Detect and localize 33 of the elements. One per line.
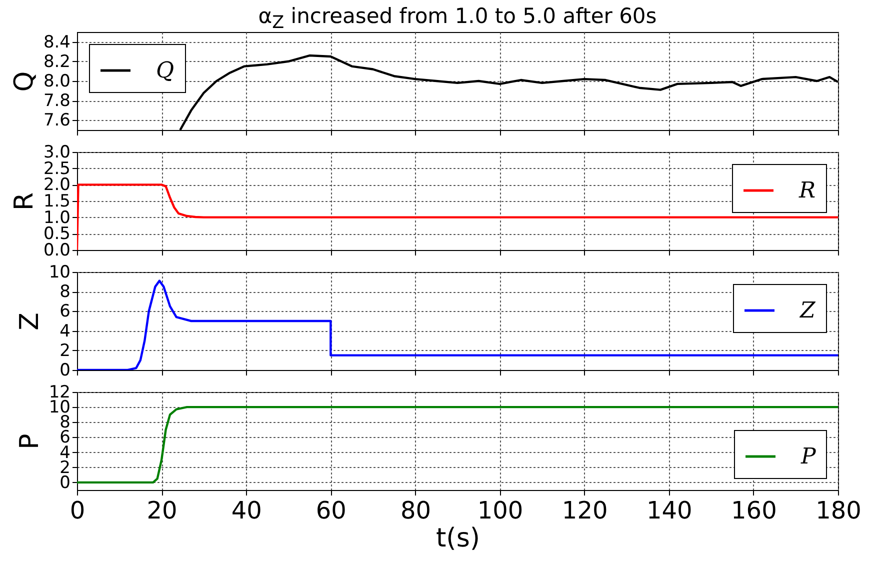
legend-label: Z bbox=[799, 298, 816, 324]
y-tick-label: 0.0 bbox=[43, 240, 70, 260]
y-axis-title: Z bbox=[14, 312, 45, 330]
legend-label: R bbox=[798, 178, 816, 204]
x-tick-label: 100 bbox=[477, 496, 524, 524]
y-tick-label: 2 bbox=[60, 340, 70, 361]
y-tick-label: 4 bbox=[60, 321, 70, 342]
y-axis-title: P bbox=[14, 434, 45, 450]
y-tick-label: 6 bbox=[60, 302, 70, 322]
x-tick-label: 60 bbox=[316, 496, 346, 524]
y-tick-label: 3.0 bbox=[43, 142, 70, 162]
y-tick-label: 8.4 bbox=[43, 32, 70, 52]
x-tick-label: 120 bbox=[562, 496, 608, 524]
x-tick-label: 40 bbox=[231, 496, 262, 524]
x-tick-label: 140 bbox=[646, 496, 692, 524]
x-tick-label: 80 bbox=[400, 496, 431, 524]
y-axis-title: Q bbox=[9, 71, 40, 92]
y-axis-title: R bbox=[9, 192, 40, 211]
x-tick-label: 160 bbox=[731, 496, 777, 524]
y-tick-label: 0 bbox=[60, 360, 70, 380]
chart-title: α$_{Z}$ increased from 1.0 to 5.0 after 60s bbox=[257, 4, 658, 34]
line-series bbox=[77, 406, 838, 484]
x-axis-title: t(s) bbox=[436, 524, 480, 554]
y-tick-label: 8.2 bbox=[43, 52, 70, 72]
legend-label: P bbox=[800, 444, 817, 470]
y-tick-label: 10 bbox=[48, 262, 70, 282]
x-tick-label: 180 bbox=[816, 496, 862, 524]
x-tick-label: 20 bbox=[146, 496, 178, 524]
y-tick-label: 7.6 bbox=[43, 110, 70, 131]
y-tick-label: 8 bbox=[60, 282, 70, 302]
y-tick-label: 8.0 bbox=[43, 72, 70, 92]
y-tick-label: 7.8 bbox=[43, 91, 70, 112]
legend-label: Q bbox=[156, 58, 174, 84]
